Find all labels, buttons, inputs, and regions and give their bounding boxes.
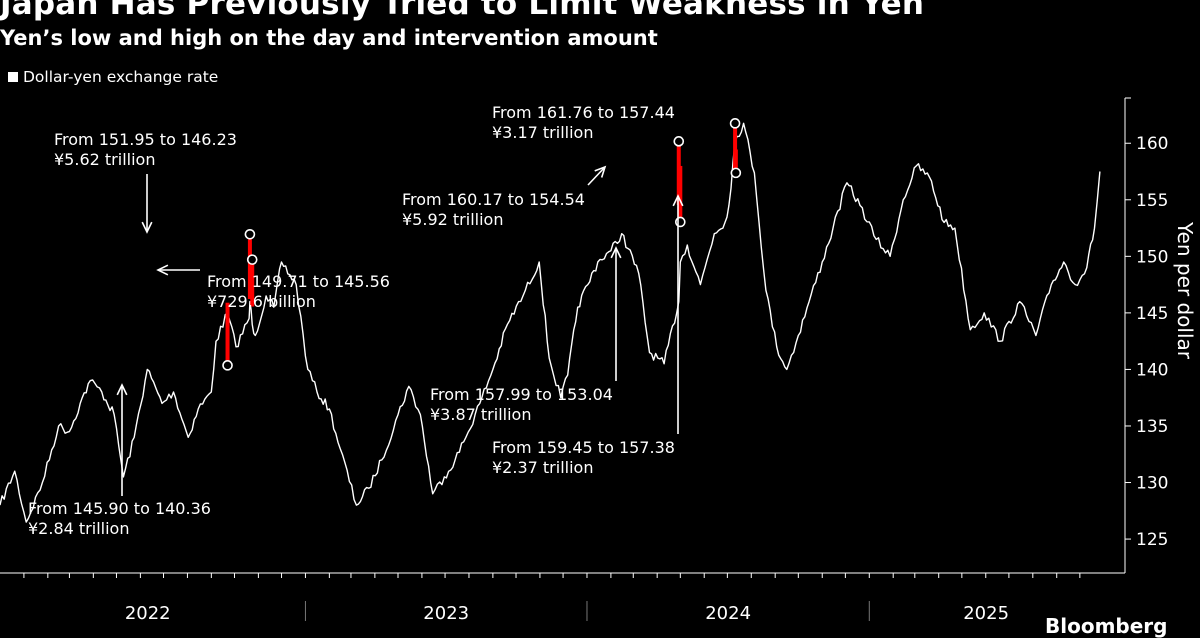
x-axis-ticks: 2022 2023 2024 2025 xyxy=(23,573,1081,624)
chart-title: Japan Has Previously Tried to Limit Weak… xyxy=(0,0,925,22)
intervention-marker xyxy=(730,167,742,179)
x-tick-label: 2023 xyxy=(423,603,469,624)
annotation-range: From 151.95 to 146.23 xyxy=(54,130,237,149)
annotation-amount: ¥2.37 trillion xyxy=(492,458,593,477)
intervention-bar xyxy=(225,302,230,366)
intervention-bar xyxy=(733,149,738,173)
intervention-marker xyxy=(673,136,685,147)
annotation-amount: ¥729.6 billion xyxy=(207,292,316,311)
source-label: Bloomberg xyxy=(1045,614,1168,638)
annotation-range: From 149.71 to 145.56 xyxy=(207,272,390,291)
intervention-marker xyxy=(244,228,256,240)
x-tick-label: 2025 xyxy=(963,603,1009,624)
annotation-arrowhead xyxy=(594,165,607,178)
legend: Dollar-yen exchange rate xyxy=(8,68,218,86)
annotation-arrowhead xyxy=(116,383,128,396)
intervention-marker xyxy=(675,216,686,228)
y-tick-label: 140 xyxy=(1136,360,1168,380)
intervention-bar xyxy=(733,123,738,173)
intervention-marker xyxy=(729,118,741,129)
annotation-amount: ¥5.92 trillion xyxy=(402,210,503,229)
y-tick-label: 130 xyxy=(1136,474,1168,494)
annotation-range: From 145.90 to 140.36 xyxy=(28,499,211,518)
y-tick-label: 155 xyxy=(1136,191,1168,211)
intervention-marker xyxy=(222,360,233,371)
annotation-amount: ¥2.84 trillion xyxy=(28,519,129,538)
annotation-range: From 161.76 to 157.44 xyxy=(492,103,675,122)
annotation-arrowhead xyxy=(156,264,169,276)
y-tick-label: 150 xyxy=(1136,247,1168,267)
chart-subtitle: Yen’s low and high on the day and interv… xyxy=(0,26,658,50)
annotation-arrowhead xyxy=(610,246,622,259)
legend-swatch xyxy=(8,72,18,82)
annotation-amount: ¥5.62 trillion xyxy=(54,150,155,169)
annotation-arrowhead xyxy=(141,221,153,234)
series-line xyxy=(0,122,1101,523)
annotation-range: From 157.99 to 153.04 xyxy=(430,385,613,404)
y-axis-ticks: 125 130 135 140 145 150 155 160 xyxy=(1125,97,1168,550)
intervention-bar xyxy=(250,259,255,307)
y-tick-label: 160 xyxy=(1136,134,1168,154)
y-tick-label: 135 xyxy=(1136,417,1168,437)
annotation-amount: ¥3.87 trillion xyxy=(430,405,531,424)
x-tick-label: 2024 xyxy=(705,603,751,624)
annotation-arrow xyxy=(587,166,606,186)
intervention-bar xyxy=(247,234,252,299)
interventions-group xyxy=(222,118,742,371)
annotation-range: From 159.45 to 157.38 xyxy=(492,438,675,457)
y-tick-label: 125 xyxy=(1136,530,1168,550)
intervention-marker xyxy=(246,254,258,265)
series-group xyxy=(0,122,1101,523)
y-axis-title: Yen per dollar xyxy=(1173,221,1197,360)
annotation-arrowhead xyxy=(672,194,684,207)
annotation-range: From 160.17 to 154.54 xyxy=(402,190,585,209)
annotations-group: From 145.90 to 140.36¥2.84 trillion From … xyxy=(28,103,684,538)
y-tick-label: 145 xyxy=(1136,304,1168,324)
annotation-amount: ¥3.17 trillion xyxy=(492,123,593,142)
x-tick-label: 2022 xyxy=(125,603,171,624)
intervention-bar xyxy=(678,165,683,222)
legend-label: Dollar-yen exchange rate xyxy=(23,68,219,86)
